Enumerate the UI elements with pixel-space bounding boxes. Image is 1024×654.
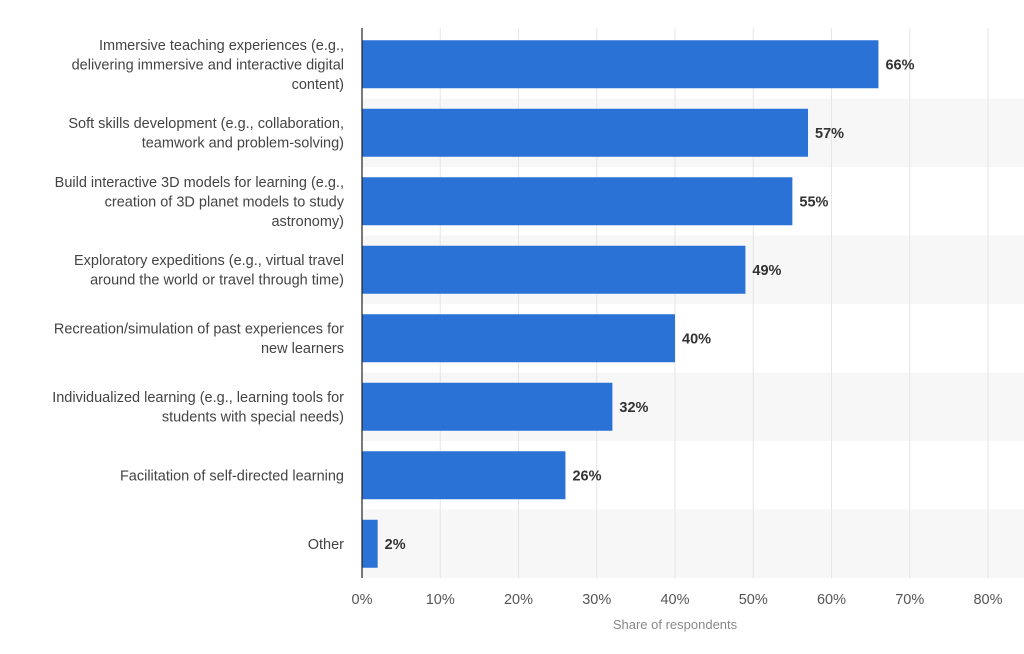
x-tick-label: 30% <box>582 592 611 608</box>
bar <box>362 245 746 294</box>
bar <box>362 108 809 157</box>
data-label: 2% <box>385 537 406 553</box>
category-label-line: new learners <box>261 341 344 357</box>
x-tick-labels: 0% 10% 20% 30% 40% 50% 60% 70% 80% <box>352 592 1003 608</box>
data-label: 49% <box>752 263 781 279</box>
data-label: 66% <box>885 57 914 73</box>
category-label-line: around the world or travel through time) <box>90 273 344 289</box>
bar <box>362 40 879 89</box>
data-label: 55% <box>799 194 828 210</box>
category-label-line: teamwork and problem-solving) <box>142 136 344 152</box>
category-label-line: Build interactive 3D models for learning… <box>55 175 344 191</box>
category-label-line: Recreation/simulation of past experience… <box>54 322 344 338</box>
category-label: Facilitation of self-directed learning <box>120 468 344 484</box>
category-label-line: delivering immersive and interactive dig… <box>72 57 344 73</box>
data-label: 40% <box>682 331 711 347</box>
category-label-line: Other <box>308 537 344 553</box>
category-label-line: Facilitation of self-directed learning <box>120 468 344 484</box>
x-tick-label: 80% <box>973 592 1002 608</box>
category-label-line: Soft skills development (e.g., collabora… <box>68 116 344 132</box>
bar <box>362 451 566 500</box>
row-band <box>362 509 1024 578</box>
x-tick-label: 40% <box>660 592 689 608</box>
bar <box>362 382 613 431</box>
x-axis-title: Share of respondents <box>613 617 738 632</box>
category-label-line: Immersive teaching experiences (e.g., <box>99 38 344 54</box>
x-tick-label: 60% <box>817 592 846 608</box>
category-label: Exploratory expeditions (e.g., virtual t… <box>74 253 344 289</box>
x-tick-label: 70% <box>895 592 924 608</box>
category-label: Other <box>308 537 344 553</box>
category-label-line: Exploratory expeditions (e.g., virtual t… <box>74 253 344 269</box>
category-labels: Immersive teaching experiences (e.g., del… <box>52 38 345 553</box>
category-label: Individualized learning (e.g., learning … <box>52 390 344 426</box>
category-label: Build interactive 3D models for learning… <box>55 175 345 230</box>
data-label: 32% <box>619 400 648 416</box>
x-tick-label: 0% <box>352 592 373 608</box>
bars <box>362 40 879 568</box>
data-label: 26% <box>572 468 601 484</box>
category-label: Recreation/simulation of past experience… <box>54 322 344 358</box>
value-labels: 66% 57% 55% 49% 40% 32% 26% 2% <box>385 57 915 553</box>
bar <box>362 314 675 363</box>
x-tick-label: 10% <box>426 592 455 608</box>
category-label-line: creation of 3D planet models to study <box>105 194 345 210</box>
bar <box>362 519 378 568</box>
bar <box>362 177 793 226</box>
category-label-line: Individualized learning (e.g., learning … <box>52 390 344 406</box>
category-label-line: astronomy) <box>271 214 344 230</box>
x-tick-label: 20% <box>504 592 533 608</box>
category-label: Soft skills development (e.g., collabora… <box>68 116 344 152</box>
category-label: Immersive teaching experiences (e.g., del… <box>72 38 344 93</box>
x-tick-label: 50% <box>739 592 768 608</box>
data-label: 57% <box>815 126 844 142</box>
category-label-line: students with special needs) <box>162 410 344 426</box>
category-label-line: content) <box>292 77 344 93</box>
